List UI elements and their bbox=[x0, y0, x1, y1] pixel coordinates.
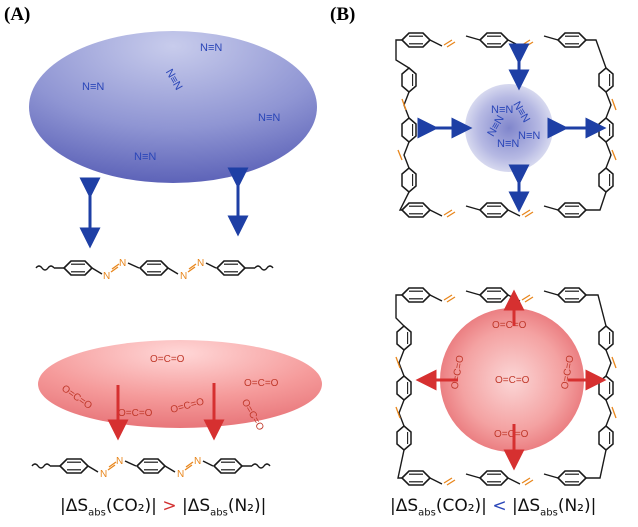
panel-label-b: (B) bbox=[330, 4, 356, 25]
co2-gas-phase-ellipse bbox=[38, 340, 322, 428]
n2-gas-phase-ellipse bbox=[29, 31, 317, 183]
azo-macrocycle-top bbox=[395, 32, 617, 218]
caption-comparator: > bbox=[162, 496, 177, 516]
co2-molecule: O=C=O bbox=[494, 429, 529, 440]
azo-nitrogen: N bbox=[119, 258, 126, 269]
azo-nitrogen: N bbox=[177, 469, 184, 480]
azo-nitrogen: N bbox=[100, 469, 107, 480]
n2-molecule: N≡N bbox=[491, 104, 513, 116]
azo-nitrogen: N bbox=[103, 271, 110, 282]
caption-b: |ΔSabs(CO₂)| < |ΔSabs(N₂)| bbox=[390, 496, 596, 518]
caption-text: |ΔS bbox=[390, 496, 419, 516]
caption-text: |ΔS bbox=[60, 496, 89, 516]
n2-molecule: N≡N bbox=[82, 81, 104, 93]
azo-nitrogen: N bbox=[180, 271, 187, 282]
co2-molecule: O=C=O bbox=[244, 378, 279, 389]
n2-molecule: N≡N bbox=[200, 42, 222, 54]
co2-molecule: O=C=O bbox=[495, 375, 530, 386]
caption-a: |ΔSabs(CO₂)| > |ΔSabs(N₂)| bbox=[60, 496, 266, 518]
caption-comparator: < bbox=[492, 496, 507, 516]
azo-nitrogen: N bbox=[194, 456, 201, 467]
azo-nitrogen: N bbox=[116, 456, 123, 467]
co2-adsorption-sphere bbox=[440, 308, 584, 452]
n2-molecule: N≡N bbox=[258, 112, 280, 124]
caption-text: (CO₂)| bbox=[105, 496, 157, 516]
panel-label-a: (A) bbox=[4, 4, 31, 25]
co2-molecule: O=C=O bbox=[150, 354, 185, 365]
caption-subscript: abs bbox=[540, 507, 558, 519]
co2-molecule: O=C=O bbox=[118, 408, 153, 419]
caption-text: (CO₂)| bbox=[435, 496, 487, 516]
caption-subscript: abs bbox=[88, 507, 106, 519]
azobenzene-polymer-chain-top: N N N N bbox=[35, 258, 274, 282]
n2-molecule: N≡N bbox=[134, 151, 156, 163]
azobenzene-polymer-chain-bottom: N N N N bbox=[31, 456, 271, 480]
caption-text: |ΔS bbox=[511, 496, 541, 516]
caption-subscript: abs bbox=[210, 507, 228, 519]
co2-molecule: O=C=O bbox=[492, 320, 527, 331]
azo-nitrogen: N bbox=[197, 258, 204, 269]
caption-text: (N₂)| bbox=[557, 496, 597, 516]
n2-molecule: N≡N bbox=[497, 138, 519, 150]
azo-macrocycle-bottom bbox=[395, 287, 617, 486]
n2-adsorption-sphere bbox=[465, 84, 553, 172]
caption-text: (N₂)| bbox=[227, 496, 267, 516]
caption-text: |ΔS bbox=[181, 496, 211, 516]
n2-molecule: N≡N bbox=[518, 130, 540, 142]
caption-subscript: abs bbox=[418, 507, 436, 519]
